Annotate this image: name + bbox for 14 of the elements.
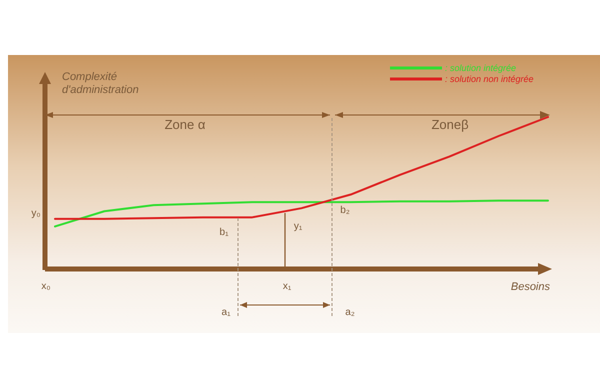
text: x₀ <box>41 281 51 292</box>
annotation: y₁ <box>294 221 303 232</box>
annotation: Zone α <box>164 117 206 132</box>
text: : solution non intégrée <box>445 74 534 84</box>
text: y₀ <box>31 208 41 219</box>
text: x₁ <box>282 281 292 292</box>
text: a₂ <box>345 307 355 318</box>
annotation: b₂ <box>340 205 350 216</box>
text: : solution intégrée <box>445 63 516 73</box>
y-axis-title: Complexité d'administration <box>62 71 139 96</box>
annotation: b₁ <box>220 227 230 238</box>
annotation: Zoneβ <box>431 117 469 132</box>
text: a₁ <box>222 307 232 318</box>
x-axis-title: Besoins <box>510 281 550 293</box>
